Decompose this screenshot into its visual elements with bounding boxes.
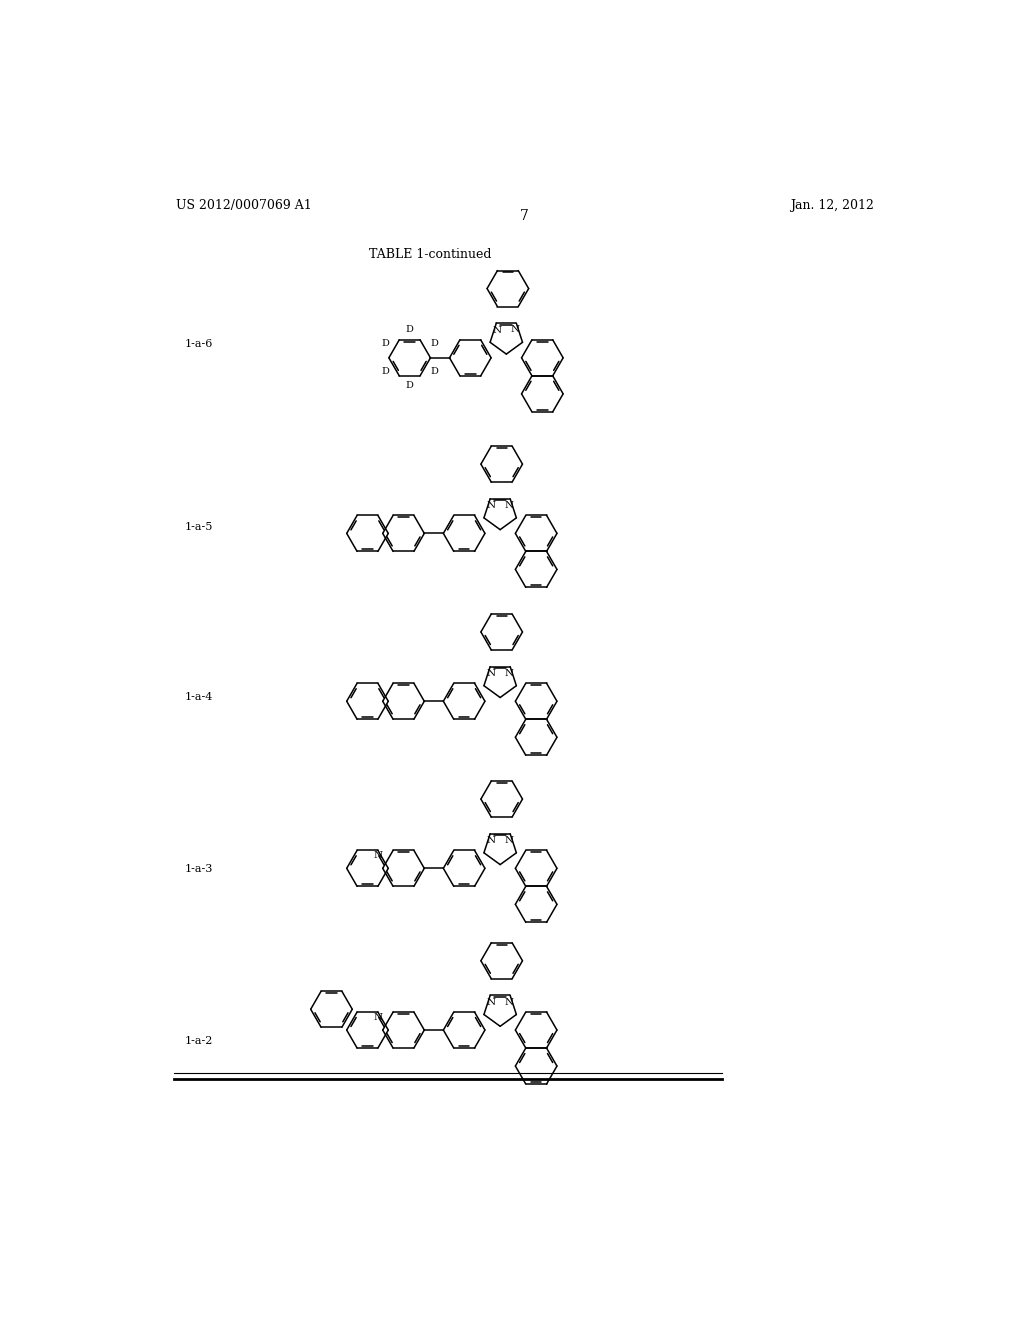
Text: 1-a-4: 1-a-4 <box>184 692 213 702</box>
Text: 1-a-3: 1-a-3 <box>184 863 213 874</box>
Text: D: D <box>381 367 389 376</box>
Text: D: D <box>430 339 438 348</box>
Text: N: N <box>505 998 514 1007</box>
Text: N: N <box>505 836 514 845</box>
Text: N: N <box>486 502 496 511</box>
Text: TABLE 1-continued: TABLE 1-continued <box>369 248 492 261</box>
Text: N: N <box>486 669 496 678</box>
Text: D: D <box>406 325 414 334</box>
Text: D: D <box>381 339 389 348</box>
Text: N: N <box>505 500 514 510</box>
Text: N: N <box>374 1012 382 1022</box>
Text: 1-a-5: 1-a-5 <box>184 523 213 532</box>
Text: N: N <box>486 837 496 845</box>
Text: N: N <box>493 326 502 335</box>
Text: D: D <box>430 367 438 376</box>
Text: 7: 7 <box>520 209 529 223</box>
Text: D: D <box>406 381 414 391</box>
Text: N: N <box>374 851 382 861</box>
Text: N: N <box>511 325 520 334</box>
Text: N: N <box>505 669 514 677</box>
Text: US 2012/0007069 A1: US 2012/0007069 A1 <box>175 199 311 213</box>
Text: 1-a-6: 1-a-6 <box>184 339 213 350</box>
Text: N: N <box>486 998 496 1007</box>
Text: 1-a-2: 1-a-2 <box>184 1036 213 1045</box>
Text: Jan. 12, 2012: Jan. 12, 2012 <box>791 199 874 213</box>
